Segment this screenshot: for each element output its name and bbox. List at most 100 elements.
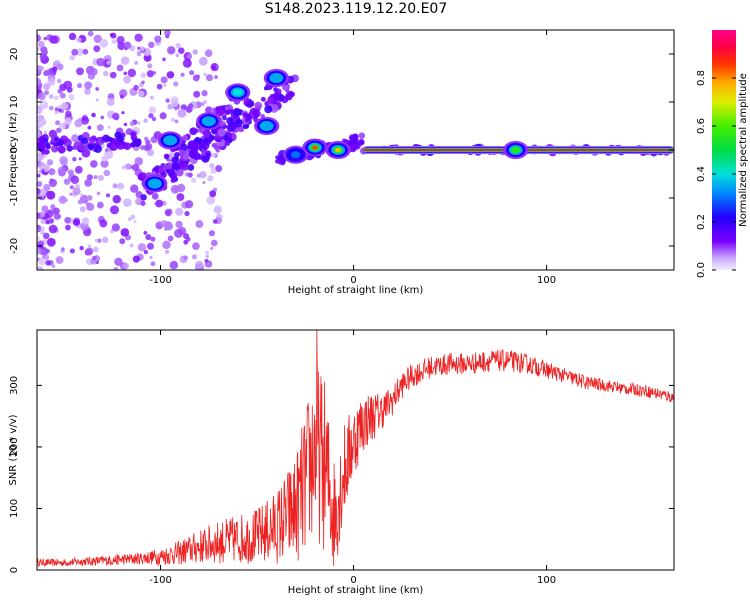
heatmap-cell bbox=[186, 53, 192, 59]
heatmap-cell bbox=[71, 48, 79, 56]
heatmap-cell bbox=[188, 150, 197, 159]
heatmap-cell bbox=[205, 74, 213, 82]
heatmap-cell bbox=[214, 75, 218, 79]
heatmap-cell bbox=[53, 213, 61, 220]
heatmap-cell bbox=[119, 238, 126, 245]
heatmap-cell bbox=[112, 183, 118, 189]
heatmap-cell bbox=[57, 166, 66, 175]
heatmap-cell bbox=[207, 175, 214, 182]
heatmap-cell bbox=[84, 81, 93, 90]
colorbar-tick-label: 0.2 bbox=[696, 214, 707, 230]
heatmap-cell bbox=[37, 105, 43, 115]
heatmap-cell bbox=[43, 165, 50, 173]
heatmap-cell bbox=[205, 254, 210, 259]
heatmap-cell bbox=[162, 83, 167, 87]
heatmap-cell bbox=[180, 143, 188, 151]
heatmap-cell bbox=[93, 45, 101, 53]
heatmap-cell bbox=[117, 42, 126, 51]
heatmap-cell bbox=[217, 128, 226, 137]
heatmap-cell bbox=[203, 72, 207, 77]
heatmap-cell bbox=[117, 182, 125, 190]
heatmap-cell bbox=[182, 134, 189, 141]
heatmap-cell bbox=[182, 58, 192, 68]
heatmap-cell bbox=[195, 220, 204, 229]
heatmap-cell bbox=[81, 217, 90, 225]
heatmap-cell bbox=[40, 212, 46, 218]
heatmap-cell bbox=[64, 216, 71, 224]
heatmap-cell bbox=[191, 177, 197, 183]
heatmap-cell bbox=[224, 106, 229, 111]
heatmap-cell bbox=[37, 34, 41, 43]
heatmap-cell bbox=[188, 103, 194, 109]
snr-y-axis-label: SNR (10 * v/v) bbox=[8, 414, 19, 485]
heatmap-cell bbox=[177, 47, 185, 54]
heatmap-cell bbox=[87, 244, 92, 248]
heatmap-cell bbox=[160, 76, 168, 84]
heatmap-cell bbox=[123, 198, 132, 207]
heatmap-cell bbox=[68, 32, 77, 41]
heatmap-cell bbox=[55, 120, 61, 126]
colorbar-tick-label: 0.6 bbox=[696, 118, 707, 134]
heatmap-cell bbox=[87, 30, 94, 37]
heatmap-cell bbox=[358, 132, 366, 139]
heatmap-cell bbox=[110, 32, 117, 39]
heatmap-cell bbox=[72, 218, 81, 226]
heatmap-cell bbox=[89, 139, 95, 145]
heatmap-cell bbox=[65, 110, 72, 118]
heatmap-cell bbox=[143, 118, 148, 123]
heatmap-cell bbox=[88, 145, 94, 151]
heatmap-cell bbox=[187, 172, 193, 178]
heatmap-cell bbox=[45, 260, 51, 266]
heatmap-cell bbox=[112, 195, 121, 204]
heatmap-cell bbox=[39, 246, 49, 256]
heatmap-cell bbox=[97, 238, 102, 243]
heatmap-cell bbox=[206, 195, 216, 205]
heatmap-cell bbox=[184, 200, 194, 209]
heatmap-cell bbox=[137, 121, 141, 125]
heatmap-cell bbox=[101, 236, 109, 244]
heatmap-cell bbox=[151, 116, 157, 122]
heatmap-cell bbox=[226, 123, 236, 132]
heatmap-cell bbox=[104, 148, 109, 153]
heatmap-cell bbox=[227, 137, 233, 143]
heatmap-cell bbox=[59, 122, 66, 130]
heatmap-cell bbox=[54, 110, 59, 115]
heatmap-cell bbox=[209, 163, 215, 169]
heatmap-cell bbox=[49, 35, 58, 44]
snr-frame bbox=[36, 329, 675, 571]
heatmap-cell bbox=[37, 266, 44, 270]
heatmap-cell bbox=[37, 77, 42, 86]
heatmap-cell bbox=[55, 256, 64, 264]
heatmap-cell bbox=[171, 118, 175, 122]
heatmap-cell bbox=[167, 235, 174, 242]
heatmap-cell bbox=[46, 159, 54, 166]
heatmap-cell bbox=[78, 157, 82, 161]
heatmap-cell bbox=[149, 95, 154, 100]
heatmap-cell bbox=[210, 239, 218, 247]
heatmap-cell bbox=[37, 46, 40, 52]
heatmap-cell bbox=[40, 230, 45, 235]
heatmap-cell bbox=[130, 214, 136, 220]
colorbar-label: Normalized spectral amplitude bbox=[738, 73, 749, 227]
heatmap-cell bbox=[175, 207, 184, 216]
heatmap-blob bbox=[512, 148, 519, 152]
heatmap-cell bbox=[37, 187, 41, 195]
heatmap-cell bbox=[352, 138, 357, 144]
heatmap-cell bbox=[201, 90, 208, 97]
heatmap-cell bbox=[92, 255, 97, 260]
heatmap-cell bbox=[193, 90, 201, 98]
heatmap-cell bbox=[154, 35, 162, 43]
heatmap-cell bbox=[92, 246, 99, 253]
snr-y-tick-label: 0 bbox=[9, 567, 20, 573]
heatmap-cell bbox=[57, 88, 63, 94]
heatmap-cell bbox=[162, 57, 166, 62]
heatmap-cell bbox=[48, 224, 58, 234]
heatmap-cell bbox=[106, 193, 111, 198]
heatmap-cell bbox=[137, 243, 147, 252]
heatmap-cell bbox=[72, 187, 81, 196]
heatmap-cell bbox=[96, 201, 104, 209]
heatmap-cell bbox=[147, 63, 153, 69]
heatmap-cell bbox=[192, 74, 200, 82]
